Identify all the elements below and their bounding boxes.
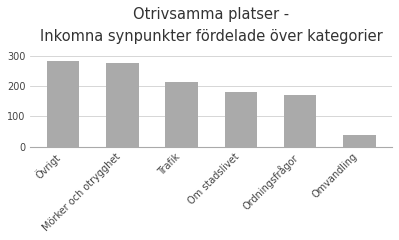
Bar xyxy=(106,63,138,147)
Title: Otrivsamma platser -
Inkomna synpunkter fördelade över kategorier: Otrivsamma platser - Inkomna synpunkter … xyxy=(40,7,383,44)
Bar xyxy=(284,95,316,147)
Bar xyxy=(343,135,375,147)
Bar xyxy=(165,82,198,147)
Bar xyxy=(47,61,79,147)
Bar xyxy=(225,92,257,147)
